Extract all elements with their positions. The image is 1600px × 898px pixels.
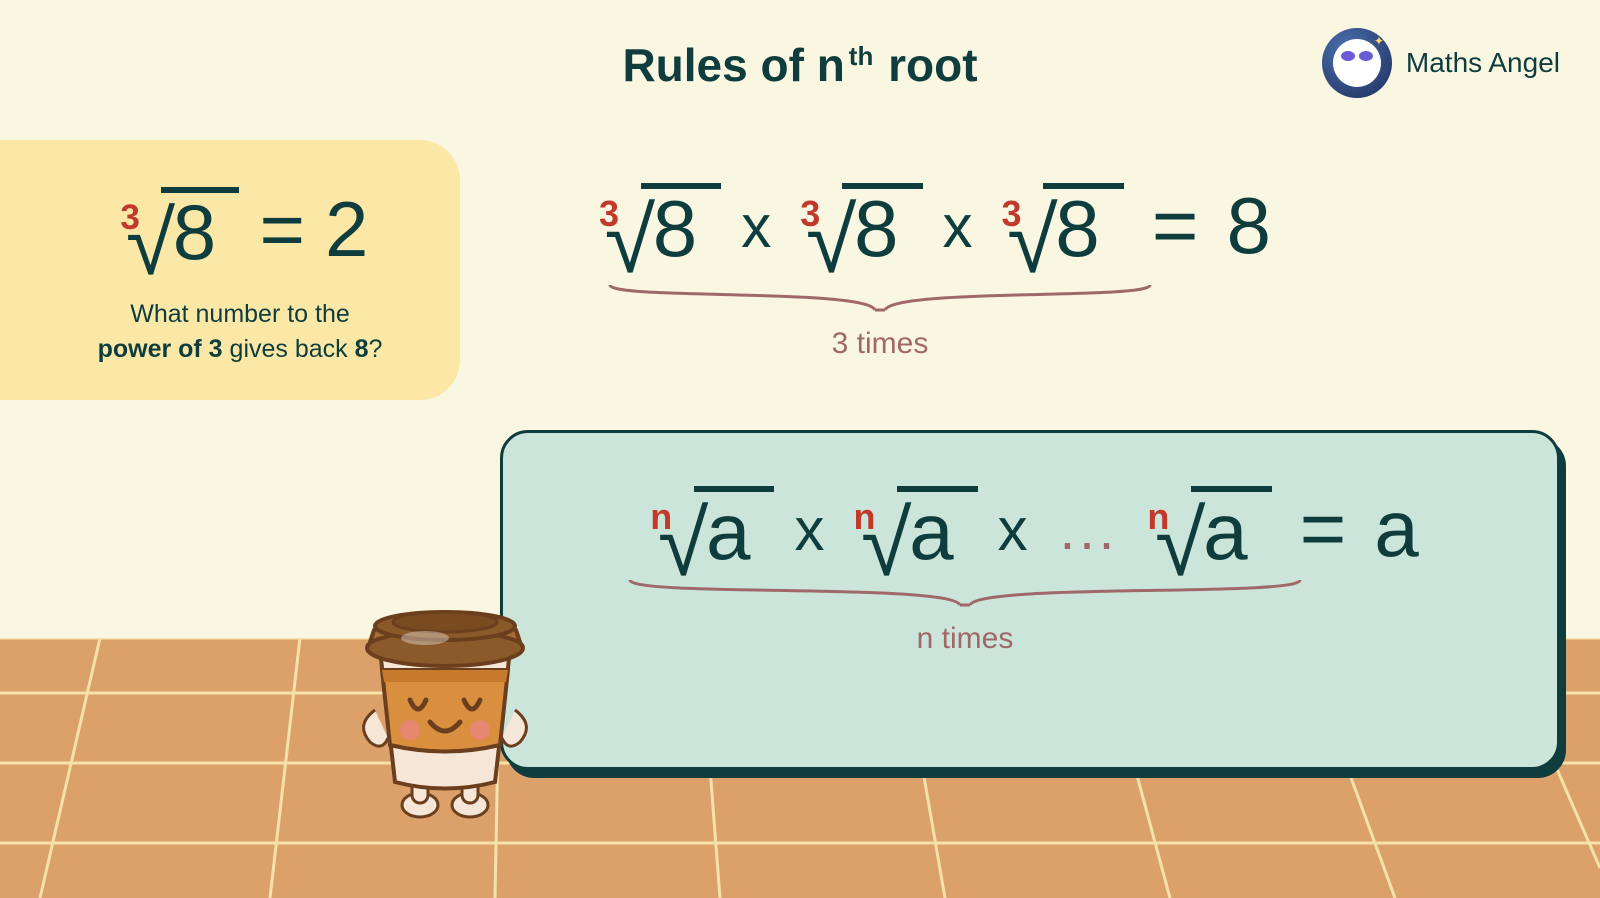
brand-name: Maths Angel bbox=[1406, 47, 1560, 79]
logo-icon: ✦ bbox=[1322, 28, 1392, 98]
brand-logo: ✦ Maths Angel bbox=[1322, 28, 1560, 98]
cube-root-equation: 3 √ 8 = 2 bbox=[112, 184, 369, 275]
rule-box: n√a x n√a x ... n√a = a n times bbox=[500, 430, 1560, 770]
product-brace: 3 times bbox=[605, 280, 1155, 361]
general-rule-equation: n√a x n√a x ... n√a = a bbox=[641, 483, 1419, 575]
product-equation: 3√8 x 3√8 x 3√8 = 8 bbox=[590, 180, 1271, 272]
example-box: 3 √ 8 = 2 What number to the power of 3 … bbox=[0, 140, 460, 400]
mascot-icon bbox=[340, 560, 550, 820]
example-question: What number to the power of 3 gives back… bbox=[98, 297, 383, 367]
